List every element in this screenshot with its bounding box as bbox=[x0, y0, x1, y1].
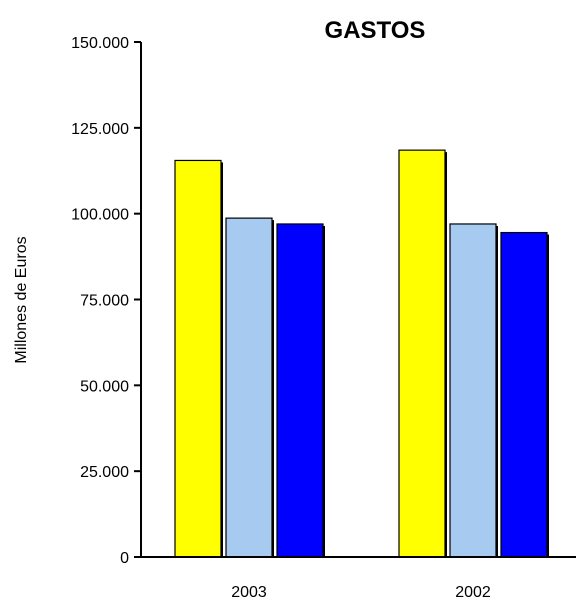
y-tick-label: 100.000 bbox=[71, 207, 129, 224]
x-tick-label: 2002 bbox=[455, 584, 491, 601]
bar-2003-series-2 bbox=[226, 218, 272, 557]
y-tick-label: 75.000 bbox=[80, 293, 129, 310]
y-tick-label: 150.000 bbox=[71, 35, 129, 52]
chart-title: GASTOS bbox=[325, 17, 426, 44]
bar-2003-series-1 bbox=[175, 160, 221, 557]
bars bbox=[175, 150, 549, 557]
bar-2003-series-3 bbox=[277, 224, 323, 557]
bar-2002-series-2 bbox=[450, 224, 496, 557]
y-axis-label: Millones de Euros bbox=[13, 236, 30, 363]
y-tick-label: 50.000 bbox=[80, 378, 129, 395]
y-tick-label: 25.000 bbox=[80, 464, 129, 481]
bar-2002-series-3 bbox=[501, 233, 547, 557]
y-tick-label: 125.000 bbox=[71, 121, 129, 138]
x-axis-labels: 2003 2002 bbox=[231, 584, 491, 601]
y-axis-ticks: 0 25.000 50.000 75.000 100.000 125.000 150.000 bbox=[71, 35, 141, 567]
bar-2002-series-1 bbox=[399, 150, 445, 557]
x-tick-label: 2003 bbox=[231, 584, 267, 601]
y-tick-label: 0 bbox=[120, 550, 129, 567]
